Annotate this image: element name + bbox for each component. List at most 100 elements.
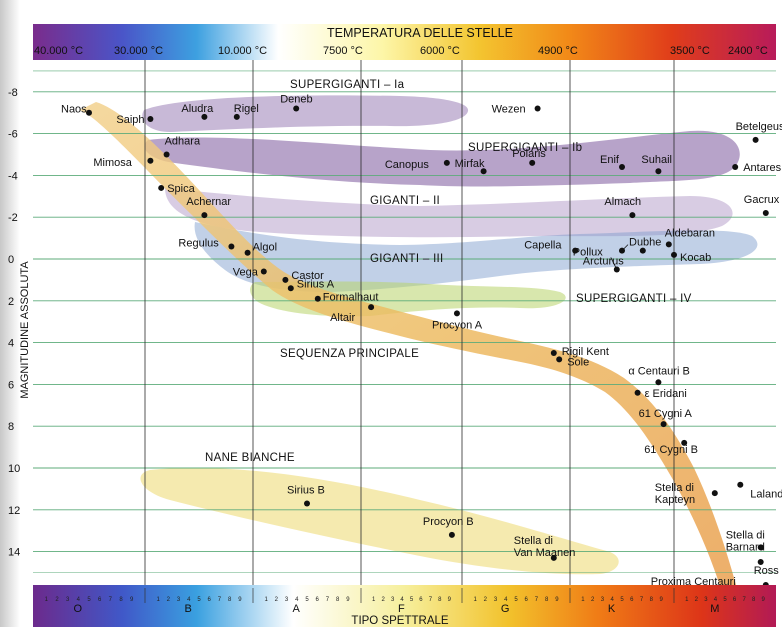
- star-label-rigel: Rigel: [234, 103, 259, 115]
- spectral-subclass-digit: 7: [535, 597, 539, 603]
- y-tick-label: -4: [8, 170, 18, 182]
- spectral-subclass-digit: 9: [555, 597, 559, 603]
- star-label-adhara: Adhara: [165, 136, 201, 148]
- star-label-centauri-b: α Centauri B: [628, 365, 689, 377]
- spectral-subclass-digit: 6: [630, 597, 634, 603]
- spectral-subclass-digit: 3: [66, 597, 70, 603]
- spectral-subclass-digit: 3: [601, 597, 605, 603]
- spectral-subclass-digit: 6: [316, 597, 320, 603]
- y-tick-label: -8: [8, 87, 18, 99]
- spectral-subclass-digit: 9: [659, 597, 663, 603]
- star-label-sirius-b: Sirius B: [287, 485, 325, 497]
- spectral-class-k: K: [608, 603, 616, 615]
- star-label-spica: Spica: [167, 183, 195, 195]
- star-point-rigel: [233, 113, 240, 120]
- region-label-main-sequence: SEQUENZA PRINCIPALE: [280, 348, 419, 360]
- spectral-class-b: B: [185, 603, 192, 615]
- spectral-subclass-digit: 6: [419, 597, 423, 603]
- spectral-class-f: F: [398, 603, 405, 615]
- temperature-tick: 2400 °C: [728, 45, 768, 57]
- star-label-aludra: Aludra: [181, 103, 214, 115]
- star-label-stella-di-kapteyn: Kapteyn: [655, 494, 695, 506]
- star-label-61-cygni-a: 61 Cygni A: [639, 408, 693, 420]
- star-label-rigil-kent: Rigil Kent: [562, 346, 609, 358]
- star-label-ross: Ross: [754, 565, 780, 577]
- spectral-subclass-digit: 4: [77, 597, 81, 603]
- star-label-canopus: Canopus: [385, 159, 430, 171]
- spectral-subclass-digit: 8: [119, 597, 123, 603]
- spectral-subclass-digit: 6: [525, 597, 529, 603]
- star-label-wezen: Wezen: [492, 104, 526, 116]
- star-label-naos: Naos: [61, 104, 87, 116]
- star-point-centauri-b: [655, 379, 662, 386]
- spectral-subclass-digit: 7: [109, 597, 113, 603]
- star-label-mimosa: Mimosa: [93, 157, 132, 169]
- star-label-pollux: Pollux: [573, 246, 603, 258]
- star-label-algol: Algol: [253, 242, 277, 254]
- spectral-subclass-digit: 5: [87, 597, 91, 603]
- star-point-formalhaut: [314, 295, 321, 302]
- star-point-polaris: [529, 159, 536, 166]
- star-label-achernar: Achernar: [186, 196, 231, 208]
- star-point-sirius-b: [304, 500, 310, 507]
- region-label-supergiants-iv: SUPERGIGANTI – IV: [576, 293, 692, 305]
- star-point-aldebaran: [665, 241, 672, 248]
- spectral-subclass-digit: 4: [714, 597, 718, 603]
- y-tick-label: 2: [8, 296, 14, 308]
- spectral-subclass-digit: 9: [346, 597, 350, 603]
- star-label-dubhe: Dubhe: [629, 237, 661, 249]
- spectral-subclass-digit: 8: [438, 597, 442, 603]
- grid: [33, 60, 776, 585]
- star-point-wezen: [534, 105, 541, 112]
- star-label-deneb: Deneb: [280, 94, 312, 106]
- spectral-subclass-digit: 1: [685, 597, 689, 603]
- star-label-kocab: Kocab: [680, 252, 711, 264]
- white-dwarf-band: [140, 467, 619, 575]
- star-point-regulus: [228, 243, 235, 250]
- star-label-lalande-21185: Lalande 21185: [750, 489, 782, 501]
- star-label-stella-di-van-maanen: Stella di: [514, 535, 553, 547]
- spectral-class-o: O: [74, 603, 83, 615]
- star-point-antares: [732, 164, 739, 171]
- y-tick-label: 12: [8, 505, 20, 517]
- star-label-stella-di-barnard: Barnard: [726, 541, 765, 553]
- spectral-subclass-digit: 5: [514, 597, 518, 603]
- x-axis-label: TIPO SPETTRALE: [351, 615, 448, 627]
- spectral-color-bar: [33, 585, 776, 627]
- temperature-tick: 6000 °C: [420, 45, 460, 57]
- star-point-procyon-a: [453, 310, 460, 317]
- spectral-subclass-digit: 9: [130, 597, 134, 603]
- label-connector: [610, 257, 618, 270]
- star-point-algol: [244, 249, 251, 256]
- region-labels: SUPERGIGANTI – Ia SUPERGIGANTI – Ib GIGA…: [205, 79, 692, 464]
- spectral-subclass-digit: 5: [723, 597, 727, 603]
- star-label-procyon-b: Procyon B: [423, 516, 474, 528]
- y-tick-labels: -8 -6 -4 -2 0 2 4 6 8 10 12 14: [8, 87, 20, 559]
- giants-ii-band: [165, 188, 733, 238]
- star-label-altair: Altair: [330, 312, 355, 324]
- temperature-color-bar: [33, 24, 776, 60]
- spectral-subclass-digit: 7: [742, 597, 746, 603]
- y-tick-label: 14: [8, 547, 20, 559]
- star-point-spica: [158, 184, 165, 191]
- giants-iii-band: [194, 222, 758, 292]
- spectral-subclass-digit: 7: [429, 597, 433, 603]
- region-label-supergiants-ia: SUPERGIGANTI – Ia: [290, 79, 405, 91]
- temperature-tick: 7500 °C: [323, 45, 363, 57]
- spectral-subclass-digit: 8: [228, 597, 232, 603]
- star-point-mimosa: [147, 157, 154, 164]
- spectral-subclass-digit: 3: [391, 597, 395, 603]
- spectral-subclass-digit: 1: [45, 597, 49, 603]
- star-point-sole: [556, 356, 563, 363]
- star-label-regulus: Regulus: [178, 237, 219, 249]
- star-point-saiph: [147, 115, 154, 122]
- spectral-subclass-digit: 5: [620, 597, 624, 603]
- spectral-subclass-digit: 5: [197, 597, 201, 603]
- spectral-subclass-digit: 4: [400, 597, 404, 603]
- temperature-tick: 30.000 °C: [114, 45, 163, 57]
- star-point-gacrux: [762, 210, 769, 217]
- star-point-61-cygni-a: [660, 421, 667, 428]
- star-point-61-cygni-b: [681, 439, 688, 446]
- spectral-subclass-digit: 3: [285, 597, 289, 603]
